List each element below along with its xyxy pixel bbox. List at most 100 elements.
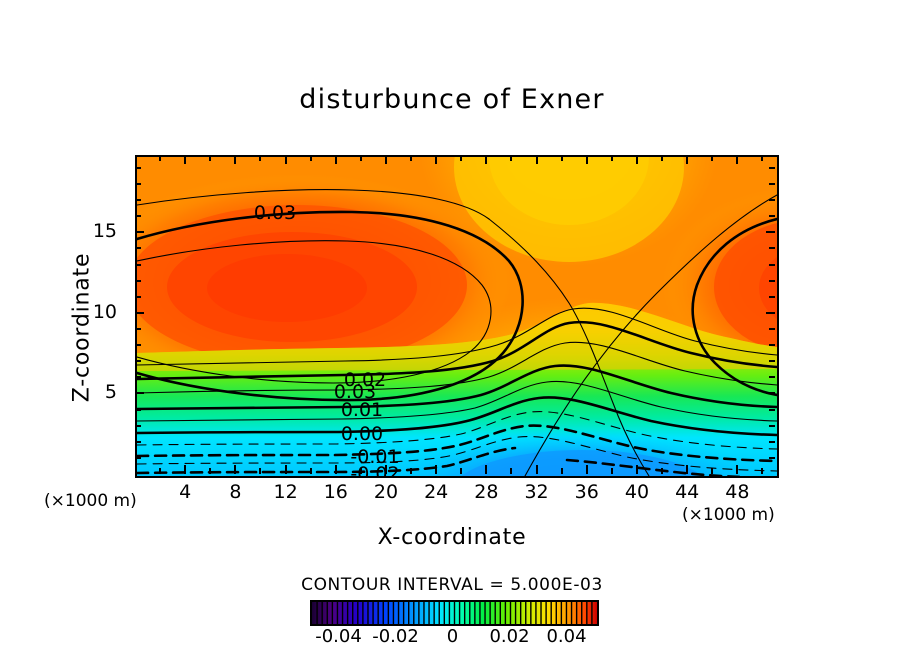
x-tick-top-44 — [686, 155, 689, 164]
page-title: disturbunce of Exner — [299, 84, 605, 115]
x-tick-28 — [485, 465, 488, 474]
x-tick-top-4 — [184, 155, 187, 164]
svg-text:-0.01: -0.01 — [350, 446, 399, 468]
colorbar-label-1: -0.02 — [372, 626, 419, 647]
x-tick-16 — [334, 465, 337, 474]
y-tick-6 — [135, 376, 141, 379]
contour-svg: 0.03 0.03 0.02 0.01 0.00 — [137, 157, 777, 476]
contour-label--0.02: -0.02 — [350, 463, 399, 476]
x-axis-label: X-coordinate — [377, 525, 527, 550]
svg-text:-0.02: -0.02 — [350, 463, 399, 476]
x-tick-22 — [410, 468, 413, 474]
x-tick-top-22 — [410, 155, 413, 161]
x-tick-4 — [184, 465, 187, 474]
x-tick-top-24 — [435, 155, 438, 164]
svg-text:0.03: 0.03 — [334, 381, 376, 403]
svg-text:0.02: 0.02 — [344, 369, 386, 391]
y-tick-18 — [135, 183, 141, 185]
x-tick-top-50 — [761, 155, 764, 161]
y-tick-right-3 — [769, 424, 775, 427]
x-tick-46 — [711, 468, 714, 474]
x-tick-label-44: 44 — [675, 481, 700, 503]
y-tick-right-11 — [769, 295, 775, 298]
y-tick-16 — [135, 215, 141, 218]
x-tick-label-16: 16 — [323, 481, 348, 503]
y-tick-15 — [135, 231, 144, 234]
x-tick-32 — [535, 465, 538, 474]
x-tick-36 — [585, 465, 588, 474]
y-tick-11 — [135, 295, 141, 298]
x-tick-2 — [159, 468, 162, 474]
colorbar-label-3: 0.02 — [489, 626, 530, 647]
x-tick-label-4: 4 — [179, 481, 192, 503]
x-tick-label-36: 36 — [574, 481, 599, 503]
x-tick-24 — [435, 465, 438, 474]
y-tick-5 — [135, 392, 144, 395]
x-tick-top-16 — [334, 155, 337, 164]
y-tick-right-8 — [769, 344, 775, 347]
x-tick-top-46 — [711, 155, 714, 161]
x-tick-18 — [359, 468, 362, 474]
y-tick-19 — [135, 166, 141, 169]
x-tick-top-6 — [209, 155, 212, 161]
x-tick-top-2 — [159, 155, 162, 161]
x-tick-label-28: 28 — [474, 481, 499, 503]
y-tick-right-12 — [769, 279, 775, 282]
colorbar — [310, 600, 599, 626]
svg-text:0.00: 0.00 — [341, 423, 383, 445]
y-tick-14 — [135, 247, 141, 250]
x-tick-top-42 — [661, 155, 664, 161]
x-tick-top-32 — [535, 155, 538, 164]
x-tick-14 — [309, 468, 312, 474]
x-tick-label-32: 32 — [524, 481, 549, 503]
x-tick-34 — [560, 468, 563, 474]
y-tick-right-17 — [769, 199, 775, 202]
colorbar-gradient — [312, 602, 597, 624]
x-tick-top-14 — [309, 155, 312, 161]
y-tick-right-15 — [766, 231, 775, 234]
x-tick-label-20: 20 — [373, 481, 399, 503]
y-tick-13 — [135, 263, 141, 266]
x-tick-top-20 — [384, 155, 387, 164]
x-tick-8 — [234, 465, 237, 474]
x-tick-42 — [661, 468, 664, 474]
y-tick-right-2 — [769, 440, 775, 443]
y-tick-right-5 — [766, 392, 775, 395]
contour-label--0.01: -0.01 — [350, 446, 399, 468]
x-tick-20 — [384, 465, 387, 474]
y-tick-2 — [135, 440, 141, 443]
y-tick-right-14 — [769, 247, 775, 250]
x-tick-top-8 — [234, 155, 237, 164]
y-tick-17 — [135, 199, 141, 202]
y-tick-right-19 — [769, 166, 775, 169]
y-tick-4 — [135, 408, 141, 411]
x-tick-30 — [510, 468, 513, 474]
x-tick-top-40 — [635, 155, 638, 164]
x-tick-label-24: 24 — [424, 481, 449, 503]
y-tick-right-7 — [769, 360, 775, 363]
y-axis-unit: (×1000 m) — [44, 491, 137, 511]
y-tick-8 — [135, 344, 141, 347]
y-tick-label-5: 5 — [104, 381, 117, 404]
x-tick-12 — [284, 465, 287, 474]
y-tick-7 — [135, 360, 141, 363]
y-tick-3 — [135, 424, 141, 427]
x-tick-48 — [736, 465, 739, 474]
contour-interval-label: CONTOUR INTERVAL = 5.000E-03 — [301, 575, 603, 595]
x-tick-10 — [259, 468, 262, 474]
x-tick-50 — [761, 468, 764, 474]
y-tick-right-13 — [769, 263, 775, 266]
x-tick-26 — [460, 468, 463, 474]
plot-area: 0.03 0.03 0.02 0.01 0.00 — [135, 155, 779, 478]
x-tick-label-8: 8 — [229, 481, 242, 503]
y-tick-9 — [135, 328, 141, 330]
x-tick-40 — [635, 465, 638, 474]
colorbar-tick-labels: -0.04 -0.02 0 0.02 0.04 — [290, 626, 615, 650]
y-tick-right-1 — [769, 456, 775, 459]
y-tick-label-15: 15 — [92, 220, 117, 243]
y-tick-right-18 — [769, 183, 775, 185]
x-tick-label-40: 40 — [624, 481, 650, 503]
y-tick-right-4 — [769, 408, 775, 411]
x-tick-top-10 — [259, 155, 262, 161]
